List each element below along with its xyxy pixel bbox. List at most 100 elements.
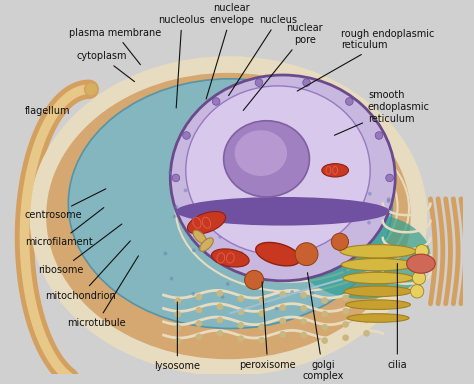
- Circle shape: [265, 194, 269, 198]
- Circle shape: [232, 157, 236, 161]
- Text: nuclear
envelope: nuclear envelope: [206, 3, 254, 99]
- Circle shape: [164, 252, 167, 255]
- Circle shape: [174, 311, 181, 318]
- Circle shape: [386, 174, 393, 182]
- Circle shape: [182, 132, 190, 139]
- Circle shape: [321, 324, 328, 331]
- Text: ribosome: ribosome: [38, 224, 122, 275]
- Circle shape: [174, 298, 181, 304]
- Circle shape: [217, 330, 223, 337]
- Circle shape: [279, 291, 286, 298]
- Text: peroxisome: peroxisome: [239, 282, 296, 369]
- Circle shape: [251, 172, 255, 176]
- Circle shape: [279, 304, 286, 311]
- Circle shape: [219, 165, 222, 169]
- Ellipse shape: [340, 245, 416, 258]
- Circle shape: [170, 277, 173, 280]
- Circle shape: [183, 189, 187, 192]
- Circle shape: [258, 337, 265, 344]
- Circle shape: [201, 180, 204, 184]
- Ellipse shape: [186, 86, 370, 255]
- Circle shape: [367, 221, 371, 225]
- Circle shape: [231, 258, 235, 262]
- Circle shape: [353, 164, 356, 168]
- Text: flagellum: flagellum: [25, 106, 70, 116]
- Circle shape: [191, 217, 195, 221]
- Circle shape: [343, 269, 347, 273]
- Circle shape: [342, 334, 349, 341]
- Circle shape: [207, 186, 210, 190]
- Circle shape: [346, 98, 353, 105]
- Circle shape: [363, 316, 370, 323]
- Circle shape: [387, 199, 391, 203]
- Circle shape: [217, 317, 223, 323]
- Text: smooth
endoplasmic
reticulum: smooth endoplasmic reticulum: [334, 91, 430, 135]
- Circle shape: [353, 189, 357, 193]
- Text: lysosome: lysosome: [155, 302, 201, 371]
- Ellipse shape: [176, 197, 390, 225]
- Circle shape: [192, 248, 196, 252]
- Ellipse shape: [343, 272, 413, 284]
- Circle shape: [410, 285, 424, 298]
- Circle shape: [255, 79, 263, 86]
- Circle shape: [234, 223, 238, 227]
- Circle shape: [191, 292, 195, 296]
- Circle shape: [301, 332, 307, 338]
- Text: microtubule: microtubule: [68, 256, 138, 328]
- Circle shape: [342, 321, 349, 328]
- Circle shape: [368, 192, 372, 195]
- Circle shape: [172, 174, 180, 182]
- Text: microfilament: microfilament: [25, 208, 104, 248]
- Circle shape: [321, 337, 328, 344]
- Circle shape: [297, 186, 301, 190]
- Circle shape: [312, 184, 316, 187]
- Circle shape: [174, 338, 181, 344]
- Circle shape: [239, 214, 243, 218]
- Circle shape: [174, 324, 181, 331]
- Circle shape: [244, 162, 247, 166]
- Text: cilia: cilia: [388, 263, 407, 369]
- Circle shape: [301, 305, 307, 312]
- Circle shape: [309, 159, 312, 162]
- Circle shape: [168, 171, 172, 175]
- Ellipse shape: [346, 300, 410, 310]
- Circle shape: [198, 247, 201, 251]
- Ellipse shape: [187, 212, 226, 234]
- Ellipse shape: [235, 130, 287, 176]
- Ellipse shape: [38, 65, 419, 367]
- Ellipse shape: [170, 75, 395, 281]
- Circle shape: [196, 293, 202, 300]
- Text: nucleus: nucleus: [228, 15, 297, 96]
- Circle shape: [290, 290, 294, 294]
- Ellipse shape: [347, 314, 409, 322]
- Circle shape: [331, 233, 348, 250]
- Circle shape: [279, 318, 286, 324]
- Circle shape: [301, 318, 307, 325]
- Circle shape: [353, 248, 356, 252]
- Circle shape: [303, 79, 310, 86]
- Circle shape: [237, 322, 244, 329]
- Circle shape: [295, 243, 318, 266]
- Circle shape: [343, 277, 346, 281]
- Circle shape: [196, 334, 202, 340]
- Text: plasma membrane: plasma membrane: [69, 28, 161, 65]
- Circle shape: [285, 210, 289, 214]
- Ellipse shape: [297, 213, 430, 299]
- Circle shape: [269, 208, 273, 212]
- Circle shape: [363, 290, 370, 296]
- Circle shape: [237, 295, 244, 302]
- Ellipse shape: [407, 254, 435, 273]
- Circle shape: [84, 83, 98, 96]
- Circle shape: [363, 303, 370, 310]
- Circle shape: [331, 237, 335, 241]
- Circle shape: [226, 282, 229, 286]
- Circle shape: [217, 303, 223, 310]
- Circle shape: [363, 330, 370, 337]
- Circle shape: [413, 258, 427, 271]
- Circle shape: [412, 271, 426, 285]
- Circle shape: [234, 182, 237, 185]
- Ellipse shape: [341, 258, 415, 271]
- Text: centrosome: centrosome: [25, 189, 106, 220]
- Circle shape: [211, 252, 215, 256]
- Circle shape: [237, 254, 241, 258]
